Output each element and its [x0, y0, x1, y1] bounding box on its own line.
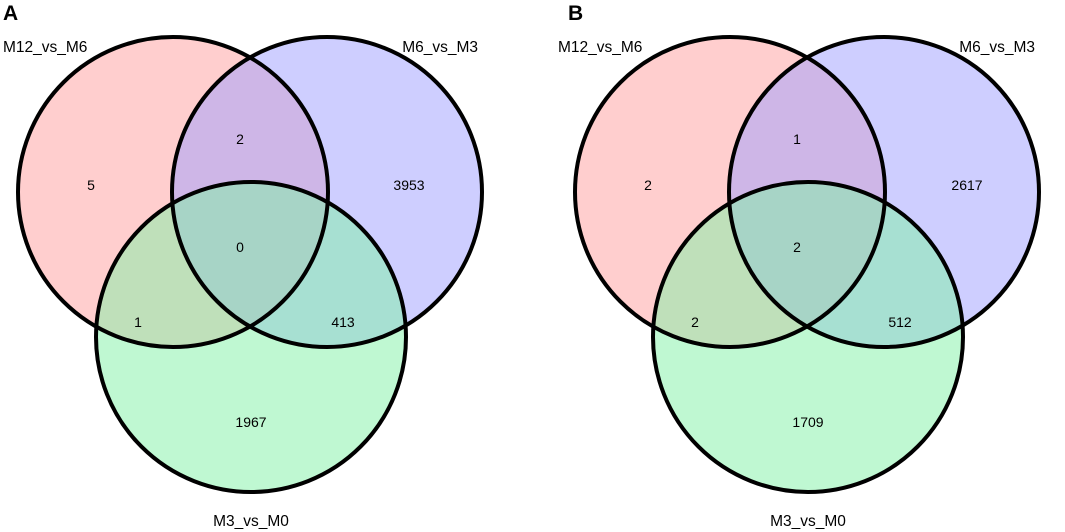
region-m12-only: 2	[644, 177, 652, 193]
circle-m12-vs-m6-outline	[573, 35, 887, 349]
circle-m6-vs-m3-outline	[170, 35, 484, 349]
region-m12-only: 5	[87, 177, 95, 193]
region-m3-only: 1709	[792, 414, 823, 430]
set-label-m3-vs-m0: M3_vs_M0	[213, 513, 289, 530]
panel-letter-a: A	[3, 2, 18, 25]
region-all-overlap: 0	[236, 239, 244, 255]
panel-letter-b: B	[568, 2, 583, 25]
set-label-m6-vs-m3: M6_vs_M3	[402, 39, 478, 56]
region-m6-m3-overlap: 413	[331, 314, 355, 330]
venn-panel-a: A M12_vs_M6 M6_vs_M3 M3_vs_M0 5 3953 196…	[3, 2, 484, 530]
set-label-m3-vs-m0: M3_vs_M0	[770, 513, 846, 530]
region-m6-m3-overlap: 512	[888, 314, 912, 330]
set-label-m12-vs-m6: M12_vs_M6	[558, 39, 642, 56]
circle-m6-vs-m3-outline	[727, 35, 1041, 349]
set-label-m6-vs-m3: M6_vs_M3	[959, 39, 1035, 56]
circle-m3-vs-m0-outline	[651, 180, 965, 494]
region-m12-m6-overlap: 2	[236, 131, 244, 147]
region-m3-only: 1967	[235, 414, 266, 430]
region-m12-m3-overlap: 1	[134, 314, 142, 330]
region-m6-only: 3953	[393, 177, 424, 193]
region-m12-m6-overlap: 1	[793, 131, 801, 147]
circle-m3-vs-m0-fill	[653, 182, 963, 492]
venn-fills-b	[575, 37, 1039, 492]
region-all-overlap: 2	[793, 239, 801, 255]
region-m6-only: 2617	[951, 177, 982, 193]
circle-m3-vs-m0-outline	[94, 180, 408, 494]
venn-panel-b: B M12_vs_M6 M6_vs_M3 M3_vs_M0 2 2617 170…	[558, 2, 1041, 530]
circle-m12-vs-m6-outline	[16, 35, 330, 349]
circle-m3-vs-m0-fill	[96, 182, 406, 492]
region-m12-m3-overlap: 2	[691, 314, 699, 330]
set-label-m12-vs-m6: M12_vs_M6	[3, 39, 87, 56]
